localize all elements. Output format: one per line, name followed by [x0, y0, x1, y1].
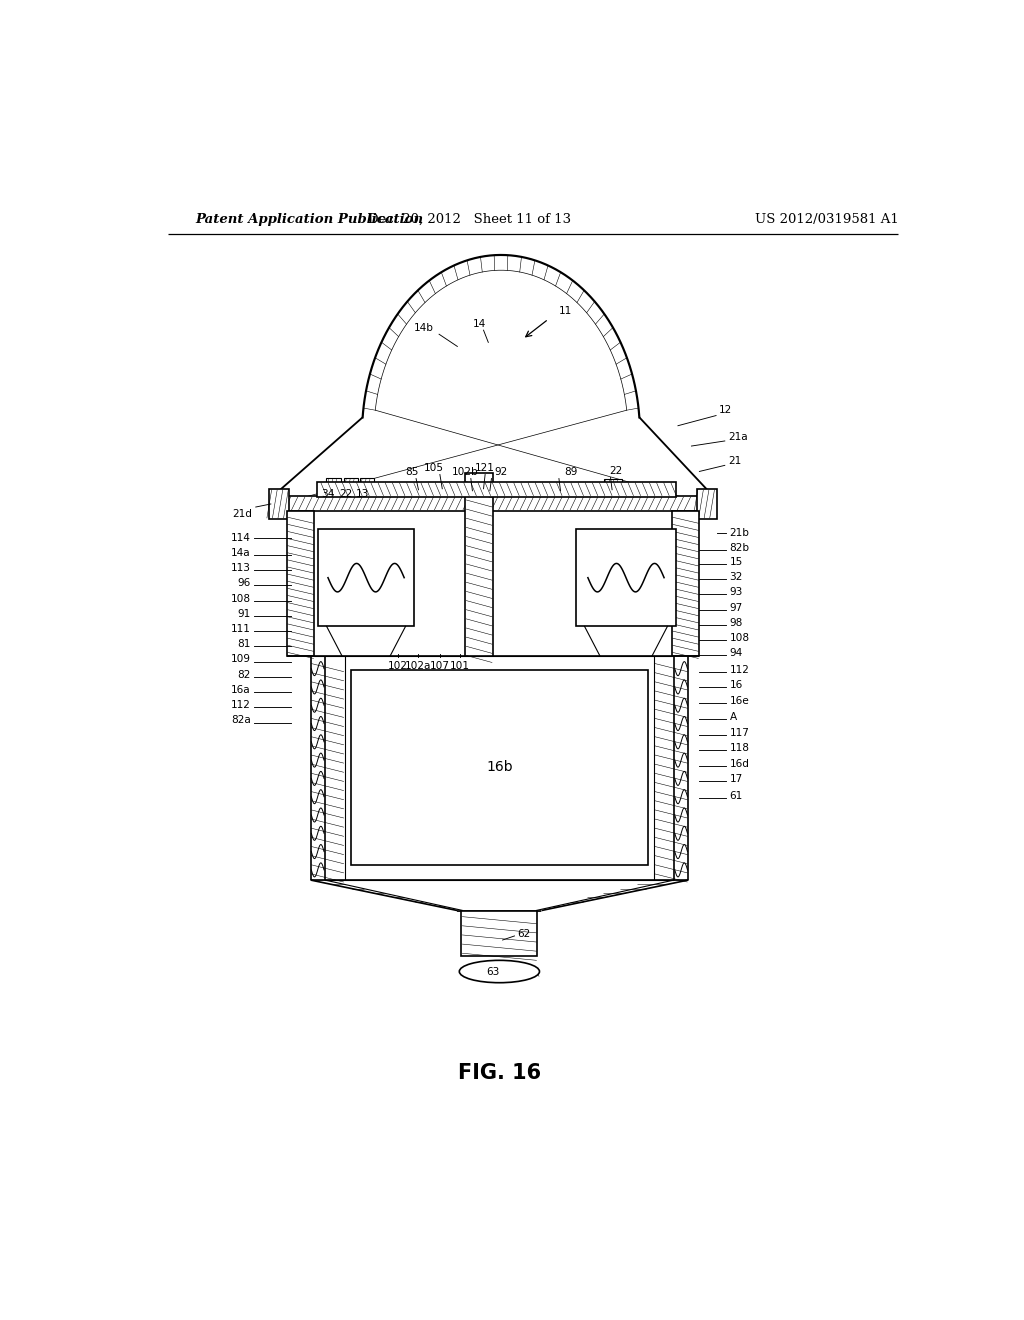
Text: 113: 113 — [231, 564, 251, 573]
Bar — [318, 529, 414, 626]
Text: 91: 91 — [238, 609, 251, 619]
Text: 14a: 14a — [231, 548, 251, 558]
Text: 22: 22 — [339, 488, 352, 499]
Text: 89: 89 — [564, 467, 578, 478]
Text: A: A — [729, 713, 736, 722]
Text: 102b: 102b — [452, 467, 478, 478]
Bar — [316, 482, 676, 496]
Bar — [344, 478, 358, 496]
Text: 82b: 82b — [729, 543, 750, 553]
Text: 12: 12 — [719, 405, 732, 416]
Text: 85: 85 — [406, 467, 419, 478]
Text: 96: 96 — [238, 578, 251, 589]
Text: 111: 111 — [231, 624, 251, 634]
Text: 102a: 102a — [404, 660, 431, 671]
Text: 11: 11 — [559, 306, 572, 315]
Text: 102: 102 — [388, 660, 408, 671]
Bar — [697, 488, 717, 519]
Text: 105: 105 — [424, 463, 443, 474]
Text: 21b: 21b — [729, 528, 750, 539]
Text: 94: 94 — [729, 648, 742, 659]
Ellipse shape — [460, 961, 540, 982]
Text: 112: 112 — [729, 665, 750, 675]
Text: 82a: 82a — [231, 715, 251, 726]
Text: 92: 92 — [495, 467, 508, 478]
Text: 108: 108 — [729, 634, 750, 643]
Text: 13: 13 — [355, 488, 369, 499]
Text: 63: 63 — [486, 966, 500, 977]
Text: 21: 21 — [728, 457, 741, 466]
Text: 16d: 16d — [729, 759, 750, 770]
Text: 118: 118 — [729, 743, 750, 752]
Bar — [465, 474, 494, 656]
Text: Patent Application Publication: Patent Application Publication — [196, 213, 424, 226]
Text: Dec. 20, 2012   Sheet 11 of 13: Dec. 20, 2012 Sheet 11 of 13 — [368, 213, 570, 226]
Text: 16e: 16e — [729, 696, 750, 706]
Text: 93: 93 — [729, 587, 743, 598]
Bar — [359, 478, 374, 496]
Text: 21d: 21d — [232, 510, 253, 519]
Text: 114: 114 — [231, 532, 251, 543]
Text: 81: 81 — [238, 639, 251, 649]
Text: 14: 14 — [473, 319, 486, 329]
Text: 117: 117 — [729, 727, 750, 738]
Text: 121: 121 — [475, 463, 495, 474]
Bar — [577, 529, 676, 626]
Bar — [351, 669, 648, 865]
Text: 62: 62 — [517, 929, 530, 939]
Text: 101: 101 — [450, 660, 470, 671]
Bar — [672, 511, 699, 656]
Text: 17: 17 — [729, 775, 742, 784]
Text: 16: 16 — [729, 680, 742, 690]
Text: 32: 32 — [729, 572, 743, 582]
Text: 21a: 21a — [728, 432, 748, 442]
Text: 107: 107 — [430, 660, 450, 671]
Text: FIG. 16: FIG. 16 — [458, 1063, 541, 1084]
Text: 112: 112 — [231, 700, 251, 710]
Text: 82: 82 — [238, 669, 251, 680]
Bar — [287, 496, 699, 511]
Text: 98: 98 — [729, 618, 743, 628]
Text: 16a: 16a — [231, 685, 251, 694]
Bar — [604, 479, 622, 496]
Text: 97: 97 — [729, 603, 742, 612]
Bar — [462, 911, 538, 956]
Bar — [287, 511, 314, 656]
Text: 16b: 16b — [486, 760, 513, 775]
Text: US 2012/0319581 A1: US 2012/0319581 A1 — [755, 213, 899, 226]
Text: 34: 34 — [322, 488, 335, 499]
Text: 15: 15 — [729, 557, 742, 566]
Bar — [327, 478, 341, 496]
Text: 14b: 14b — [414, 323, 434, 333]
Text: 61: 61 — [729, 791, 742, 801]
Text: 108: 108 — [230, 594, 251, 603]
Text: 22: 22 — [609, 466, 623, 477]
Bar — [269, 488, 289, 519]
Text: 109: 109 — [231, 655, 251, 664]
